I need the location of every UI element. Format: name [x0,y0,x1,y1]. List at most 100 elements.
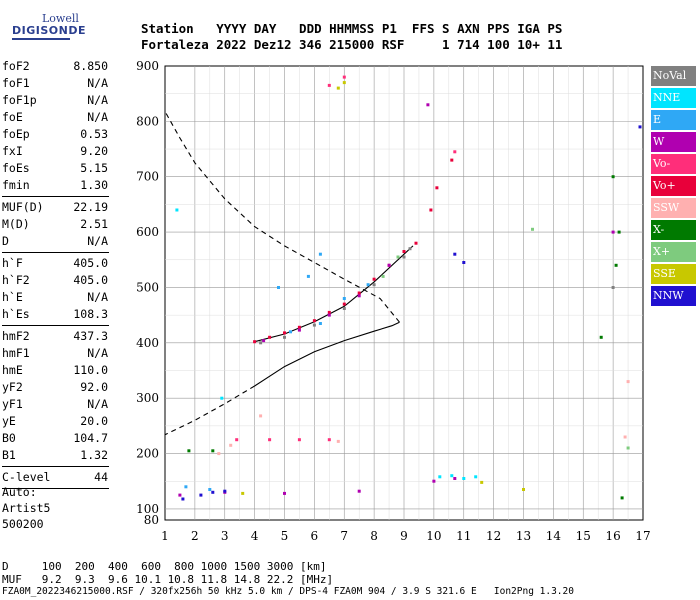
auto-label: Auto: [2,485,37,499]
point-vo- [235,438,239,442]
point-ssw [259,414,263,418]
point-vo- [453,150,457,154]
point-x- [381,274,385,278]
param-row: h`E N/A [2,289,108,306]
param-value: 405.0 [73,273,108,287]
x-tick-label: 12 [486,529,501,543]
point-vo- [414,241,418,245]
point-nnw [638,125,642,129]
footer-distance-row: D 100 200 400 600 800 1000 1500 3000 [km… [2,560,327,573]
param-name: h`F [2,256,23,270]
param-row: h`F2 405.0 [2,272,108,289]
point-ssw [217,452,221,456]
param-row: B0 104.7 [2,430,108,447]
param-value: 437.3 [73,329,108,343]
param-row: foF2 8.850 [2,58,108,75]
param-value: 44 [94,470,108,484]
param-name: foEp [2,127,30,141]
param-row: yE 20.0 [2,413,108,430]
y-tick-label: 600 [136,225,159,239]
point-noval [283,335,286,339]
point-sse [480,480,484,484]
param-row: fxI 9.20 [2,143,108,160]
curve-profile-dashed-lower [164,385,255,436]
point-w [432,479,436,483]
footer-muf-row: MUF 9.2 9.3 9.6 10.1 10.8 11.8 14.8 22.2… [2,573,334,586]
point-ssw [626,380,630,384]
legend-item: E [651,110,696,130]
y-tick-label: 100 [136,502,159,516]
param-row: MUF(D) 22.19 [2,199,108,216]
point-x- [396,255,400,259]
param-name: B0 [2,431,16,445]
y-tick-label: 800 [136,114,159,128]
point-vo- [429,208,433,212]
x-tick-label: 6 [311,529,319,543]
point-sse [342,81,346,85]
legend-item: Vo- [651,154,696,174]
param-value: 104.7 [73,431,108,445]
point-noval [259,341,263,345]
param-name: fxI [2,144,23,158]
point-sse [336,86,340,90]
param-value: N/A [87,346,108,360]
param-row: foF1p N/A [2,92,108,109]
point-nnw [223,489,227,493]
x-tick-label: 5 [281,529,289,543]
point-nne [438,475,442,479]
param-name: hmE [2,363,23,377]
point-nne [220,396,224,400]
footer-file-info: FZA0M_2022346215000.RSF / 320fx256h 50 k… [2,586,574,597]
point-sse [522,488,525,491]
param-value: N/A [87,93,108,107]
point-w [283,491,286,495]
legend-item: X+ [651,242,696,262]
logo-lowell-text: Lowell [42,12,79,25]
point-vo- [342,75,346,79]
param-name: foF2 [2,59,30,73]
point-vo- [253,340,257,344]
point-nnw [462,261,466,264]
param-separator [2,252,109,253]
param-row: hmF1 N/A [2,345,108,362]
param-value: N/A [87,290,108,304]
param-value: 1.30 [80,178,108,192]
point-w [453,477,457,480]
param-name: fmin [2,178,30,192]
x-tick-label: 1 [161,529,169,543]
point-x- [599,335,603,339]
point-w [611,230,615,234]
param-value: 2.51 [80,217,108,231]
x-tick-label: 9 [400,529,408,543]
point-vo- [268,438,272,442]
point-x- [611,175,615,179]
point-x- [626,446,630,450]
param-name: h`F2 [2,273,30,287]
param-row: yF1 N/A [2,396,108,413]
point-w [327,313,331,317]
param-value: 0.53 [80,127,108,141]
point-w [357,489,361,493]
param-value: 110.0 [73,363,108,377]
point-vo- [327,310,331,314]
point-vo- [342,302,346,306]
param-name: hmF1 [2,346,30,360]
point-vo- [297,438,301,442]
logo-underline [12,38,70,40]
param-value: 108.3 [73,307,108,321]
param-separator [2,196,109,197]
param-name: yE [2,414,16,428]
param-name: M(D) [2,217,30,231]
point-vo- [372,277,376,281]
y-tick-label: 700 [136,170,159,184]
legend-item: NNW [651,286,696,306]
x-tick-label: 11 [456,529,471,543]
logo-digisonde-text: DIGISONDE [12,24,86,37]
param-value: 9.20 [80,144,108,158]
point-vo- [327,83,331,87]
x-tick-label: 8 [370,529,378,543]
param-row: h`F 405.0 [2,255,108,272]
x-tick-label: 2 [191,529,199,543]
point-x- [187,449,191,453]
point-x- [620,496,624,500]
